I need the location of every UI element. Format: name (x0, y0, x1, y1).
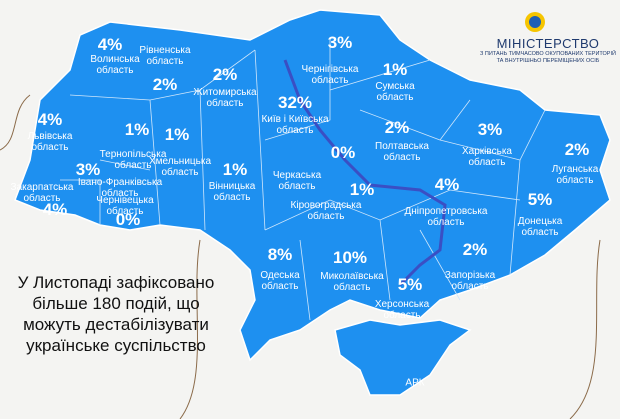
region-percent: 3% (477, 120, 503, 139)
headline: У Листопаді зафіксовано більше 180 подій… (0, 272, 232, 356)
region-percent: 2% (152, 75, 178, 94)
region-name: Черкаська область (272, 170, 322, 192)
region-name: Волинська область (90, 54, 140, 76)
border-line (0, 94, 601, 419)
dnipro-river (283, 59, 447, 287)
region-percent: 1% (382, 60, 408, 79)
region-percent: 0% (330, 143, 356, 162)
region-name: Сумська область (375, 81, 415, 103)
region-name: Рівненська область (139, 45, 191, 67)
region-percent: 8% (267, 245, 293, 264)
region-name: Львівська область (27, 131, 73, 153)
crimea (334, 319, 472, 396)
region-percent: 1% (164, 125, 190, 144)
region-name: Запорізька область (444, 270, 496, 292)
region-percent: 1% (349, 180, 375, 199)
logo-subtitle: З ПИТАНЬ ТИМЧАСОВО ОКУПОВАНИХ ТЕРИТОРІЙ (480, 51, 616, 57)
region-name: Чернівецька область (96, 195, 154, 217)
logo: МІНІСТЕРСТВО З ПИТАНЬ ТИМЧАСОВО ОКУПОВАН… (478, 14, 618, 65)
region-name: Дніпропетровська область (404, 206, 488, 228)
region-name: Одеська область (260, 270, 300, 292)
region-name: Миколаївська область (320, 271, 384, 293)
region-percent: 1% (124, 120, 150, 139)
region-percent: 5% (397, 275, 423, 294)
headline-line: українське суспільство (26, 336, 206, 355)
region-name: Івано-Франківська область (77, 177, 163, 199)
region-percent: 1% (222, 160, 248, 179)
region-name: Тернопільська область (99, 149, 167, 171)
region-name: Вінницька область (208, 181, 256, 203)
logo-title: МІНІСТЕРСТВО (496, 36, 600, 51)
headline-line: У Листопаді зафіксовано (17, 273, 215, 292)
region-percent: 10% (332, 248, 368, 267)
region-percent: 32% (277, 93, 313, 112)
region-name: АРК (405, 377, 425, 389)
region-name: Донецька область (517, 216, 563, 238)
region-percent: 2% (384, 118, 410, 137)
region-percent: 2% (212, 65, 238, 84)
region-name: Харківська область (462, 146, 512, 168)
logo-subtitle: ТА ВНУТРІШНЬО ПЕРЕМІЩЕНИХ ОСІБ (496, 58, 600, 64)
region-name: Хмельницька область (148, 156, 212, 178)
region-percent: 2% (564, 140, 590, 159)
region-name: Херсонська область (374, 299, 430, 321)
region-percent: 3% (327, 33, 353, 52)
region-percent: 4% (37, 110, 63, 129)
region-name: Закарпатська область (10, 182, 74, 204)
region-borders (60, 40, 546, 321)
region-name: Кіровоградська область (290, 200, 362, 222)
region-name: Київ і Київська область (261, 114, 329, 136)
logo-emblem-inner (529, 16, 541, 28)
region-percent: 4% (434, 175, 460, 194)
region-percent: 3% (75, 160, 101, 179)
headline-line: можуть дестабілізувати (23, 315, 209, 334)
region-percent: 5% (527, 190, 553, 209)
region-name: Полтавська область (375, 141, 429, 163)
headline-line: більше 180 подій, що (32, 294, 200, 313)
region-name: Чернігівська область (301, 64, 359, 86)
region-name: Луганська область (551, 164, 599, 186)
region-percent: 4% (97, 35, 123, 54)
region-name: Житомирська область (193, 87, 257, 109)
region-percent: 0% (115, 210, 141, 229)
region-percent: 4% (42, 200, 68, 219)
region-percent: 2% (462, 240, 488, 259)
